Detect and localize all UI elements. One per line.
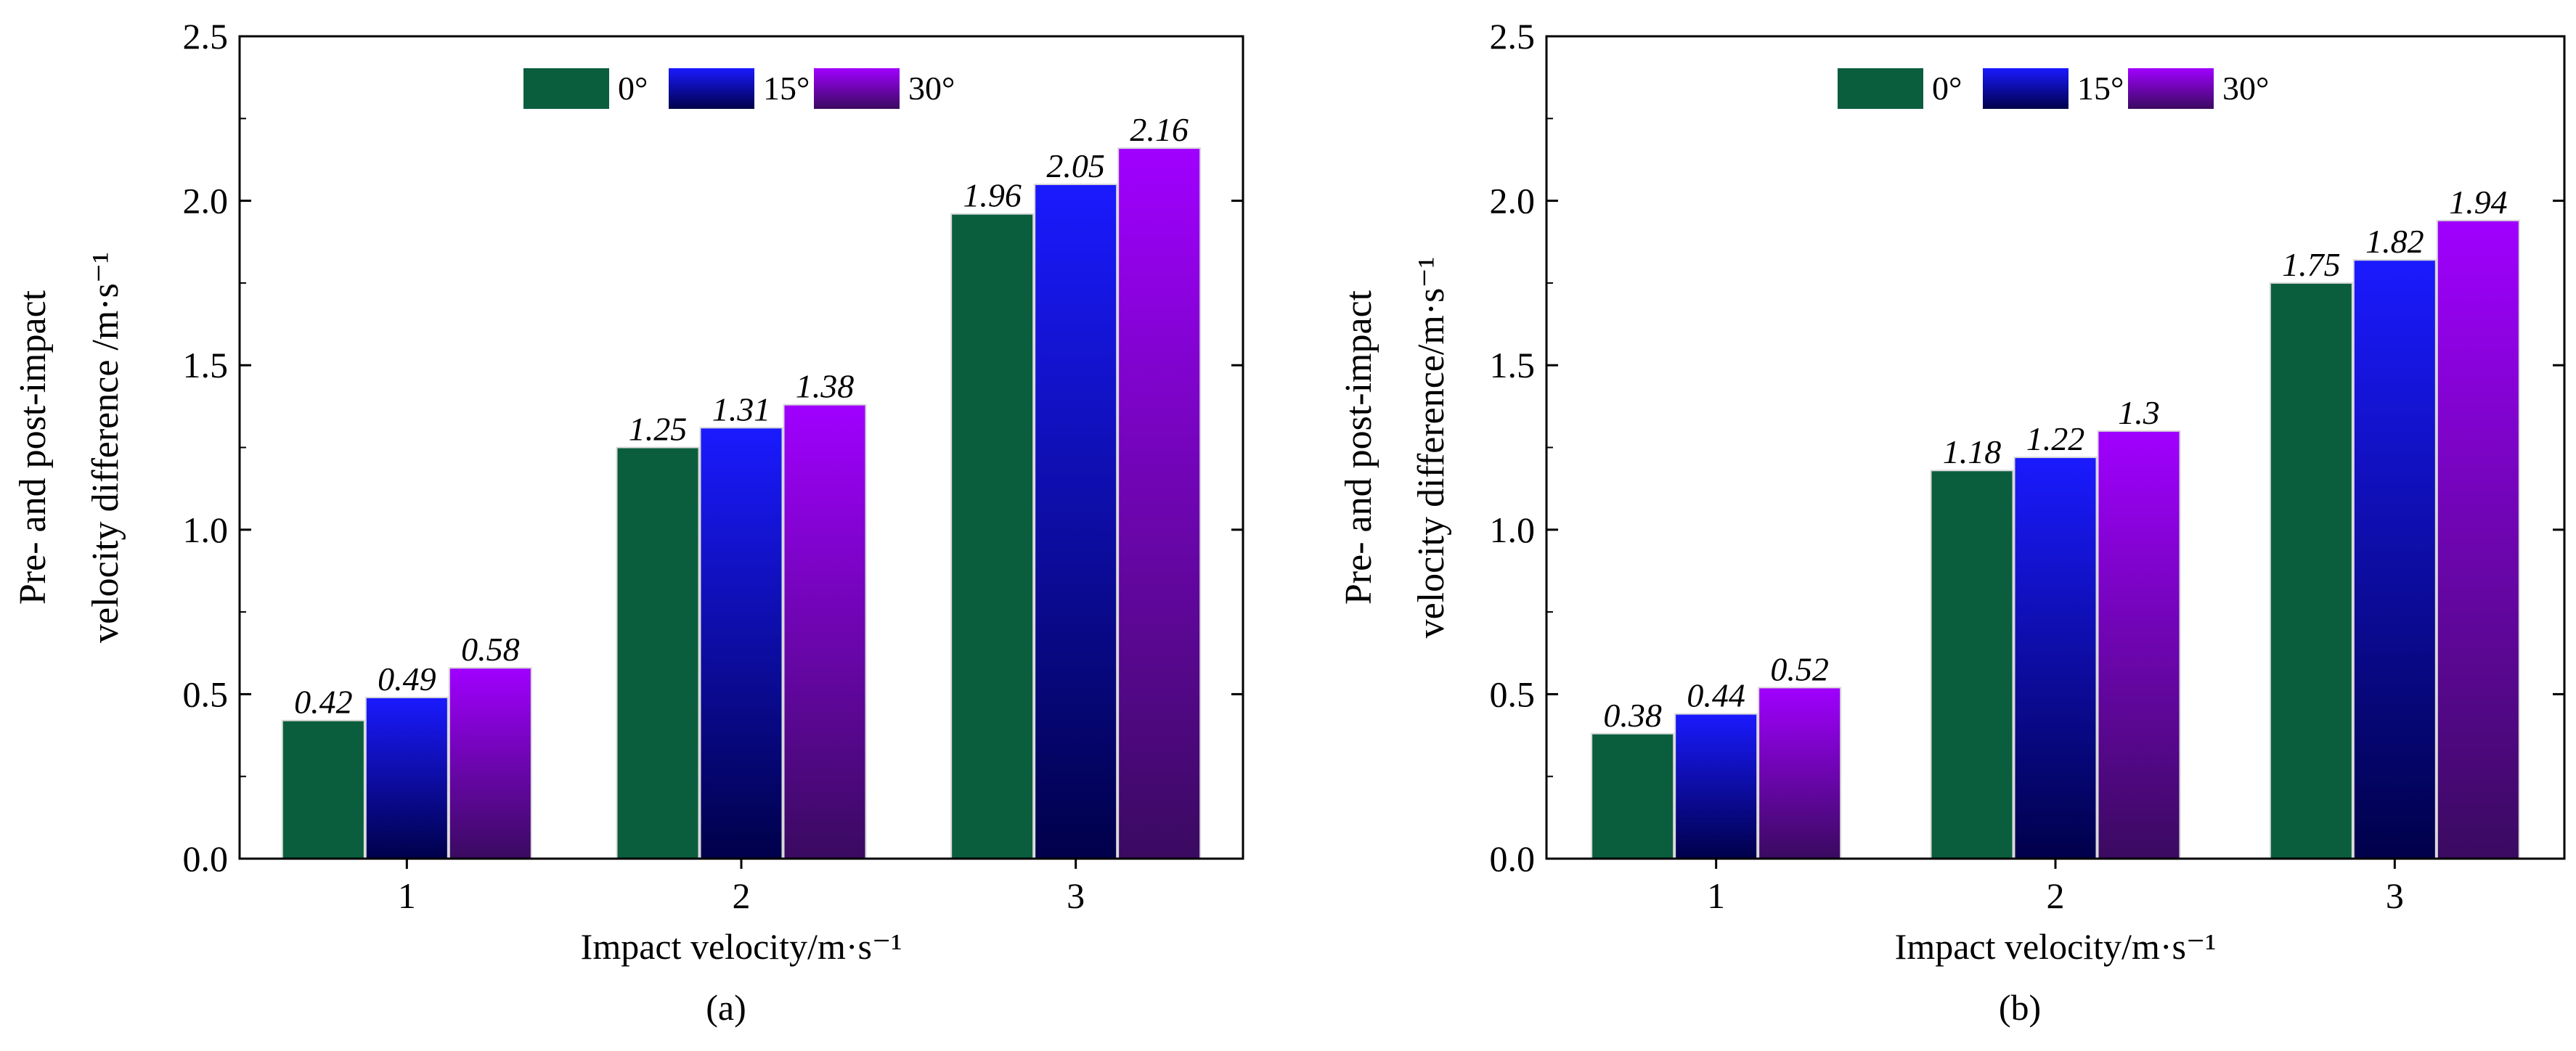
legend-swatch-a-30deg <box>814 68 900 109</box>
bar-a-15deg-cat3 <box>1034 183 1118 859</box>
y-axis-label-line-1-b: Pre- and post-impact <box>1338 290 1379 605</box>
data-label-b-30deg-cat1: 0.52 <box>1770 650 1829 687</box>
data-label-b-30deg-cat3: 1.94 <box>2449 184 2508 221</box>
bar-a-0deg-cat3 <box>950 213 1035 859</box>
legend-swatch-b-30deg <box>2128 68 2214 109</box>
data-label-a-15deg-cat1: 0.49 <box>378 661 436 698</box>
x-axis-label-b: Impact velocity/m·s⁻¹ <box>1895 926 2217 967</box>
y-tick-label-a: 0.5 <box>183 674 229 714</box>
bar-a-30deg-cat2 <box>783 404 867 859</box>
data-label-b-0deg-cat1: 0.38 <box>1603 697 1662 734</box>
y-tick-label-b: 0.5 <box>1490 674 1536 714</box>
y-tick-label-b: 2.5 <box>1490 16 1536 57</box>
bar-a-0deg-cat1 <box>281 719 365 859</box>
data-label-b-30deg-cat2: 1.3 <box>2118 394 2160 431</box>
data-label-a-0deg-cat3: 1.96 <box>963 177 1022 214</box>
legend-swatch-b-15deg <box>1983 68 2068 109</box>
data-label-a-15deg-cat2: 1.31 <box>712 390 771 428</box>
legend-swatch-a-0deg <box>523 68 609 109</box>
y-tick-label-b: 0.0 <box>1490 838 1536 879</box>
data-label-a-0deg-cat2: 1.25 <box>629 411 688 448</box>
y-tick-label-a: 2.0 <box>183 181 229 221</box>
x-tick-label-b: 2 <box>2047 875 2065 916</box>
y-tick-label-a: 1.0 <box>183 510 229 550</box>
data-label-a-15deg-cat3: 2.05 <box>1046 147 1105 184</box>
bar-b-0deg-cat2 <box>1930 470 2014 859</box>
bar-a-30deg-cat1 <box>448 667 532 859</box>
data-label-a-0deg-cat1: 0.42 <box>294 684 353 721</box>
bar-b-0deg-cat1 <box>1591 732 1675 859</box>
x-axis-label-a: Impact velocity/m·s⁻¹ <box>581 926 902 967</box>
chart-panel-b: 0.381.181.750.441.221.820.521.31.940.00.… <box>1338 16 2566 1028</box>
bar-a-15deg-cat2 <box>699 427 783 859</box>
legend-label-b-30deg: 30° <box>2222 70 2269 107</box>
data-label-b-0deg-cat2: 1.18 <box>1943 433 2002 470</box>
legend-swatch-b-0deg <box>1838 68 1923 109</box>
bar-b-15deg-cat1 <box>1674 713 1758 859</box>
y-axis-label-line-1-a: Pre- and post-impact <box>12 290 54 605</box>
y-tick-label-b: 1.0 <box>1490 510 1536 550</box>
bar-b-15deg-cat2 <box>2013 457 2098 859</box>
legend-label-a-15deg: 15° <box>763 70 810 107</box>
data-label-b-15deg-cat2: 1.22 <box>2026 420 2085 457</box>
legend-label-b-0deg: 0° <box>1932 70 1962 107</box>
y-tick-label-a: 2.5 <box>183 16 229 57</box>
chart-panel-a: 0.42 1.25 1.96 0.49 1.31 2.05 0.58 1.38 2.16 0.0 0… <box>12 16 1244 1028</box>
x-tick-label-a: 3 <box>1067 875 1085 916</box>
legend-label-a-30deg: 30° <box>908 70 955 107</box>
panel-caption-a: (a) <box>706 987 746 1028</box>
legend-swatch-a-15deg <box>669 68 754 109</box>
bar-b-30deg-cat2 <box>2097 430 2181 859</box>
bar-b-30deg-cat3 <box>2436 219 2520 859</box>
y-axis-label-line-2-b: velocity difference/m·s⁻¹ <box>1411 257 1452 639</box>
bar-a-15deg-cat1 <box>364 696 449 859</box>
y-tick-label-b: 1.5 <box>1490 345 1536 385</box>
bar-b-15deg-cat3 <box>2352 259 2437 859</box>
data-label-b-0deg-cat3: 1.75 <box>2282 246 2341 283</box>
data-label-b-15deg-cat3: 1.82 <box>2365 223 2424 260</box>
panel-caption-b: (b) <box>1999 987 2041 1028</box>
x-tick-label-a: 1 <box>398 875 416 916</box>
legend-label-b-15deg: 15° <box>2077 70 2124 107</box>
y-axis-label-line-2-a: velocity difference /m·s⁻¹ <box>85 252 126 643</box>
bar-b-0deg-cat3 <box>2269 282 2353 859</box>
x-tick-label-a: 2 <box>733 875 751 916</box>
x-tick-label-b: 3 <box>2386 875 2404 916</box>
y-tick-label-a: 1.5 <box>183 345 229 385</box>
data-label-a-30deg-cat1: 0.58 <box>461 631 520 668</box>
bar-b-30deg-cat1 <box>1758 687 1842 859</box>
bar-a-30deg-cat3 <box>1117 147 1202 859</box>
data-label-b-15deg-cat1: 0.44 <box>1687 677 1745 714</box>
data-label-a-30deg-cat3: 2.16 <box>1130 111 1189 148</box>
y-tick-label-b: 2.0 <box>1490 181 1536 221</box>
data-label-a-30deg-cat2: 1.38 <box>796 368 855 405</box>
y-tick-label-a: 0.0 <box>183 838 229 879</box>
legend-label-a-0deg: 0° <box>618 70 648 107</box>
x-tick-label-b: 1 <box>1707 875 1725 916</box>
bar-a-0deg-cat2 <box>616 446 700 859</box>
